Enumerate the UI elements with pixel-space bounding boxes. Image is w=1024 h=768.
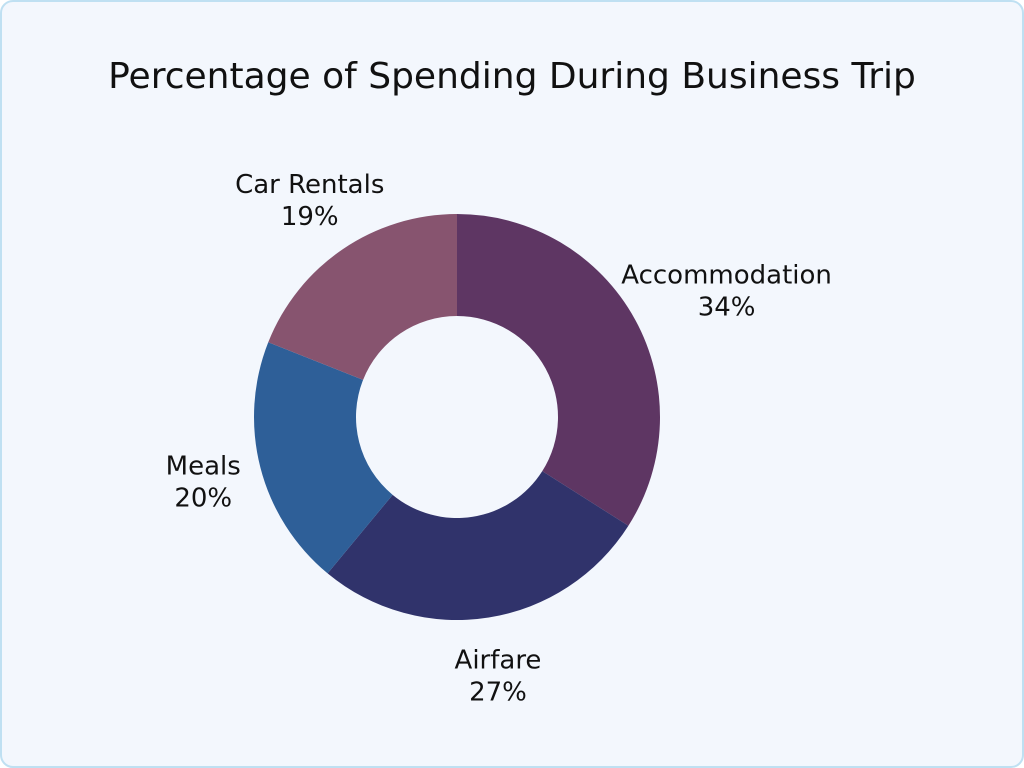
donut-slice xyxy=(457,214,660,526)
donut-slice xyxy=(327,471,629,620)
chart-title: Percentage of Spending During Business T… xyxy=(108,56,916,97)
slice-label: Car Rentals xyxy=(235,170,384,200)
slice-label: Accommodation xyxy=(621,260,832,290)
donut-slice xyxy=(268,214,457,380)
slice-value-label: 19% xyxy=(281,202,339,232)
slice-value-label: 20% xyxy=(174,484,232,514)
donut-slice xyxy=(254,342,393,574)
slice-label: Meals xyxy=(166,452,241,482)
slice-label: Airfare xyxy=(455,645,542,675)
slice-value-label: 34% xyxy=(698,292,756,322)
slice-value-label: 27% xyxy=(469,677,527,707)
